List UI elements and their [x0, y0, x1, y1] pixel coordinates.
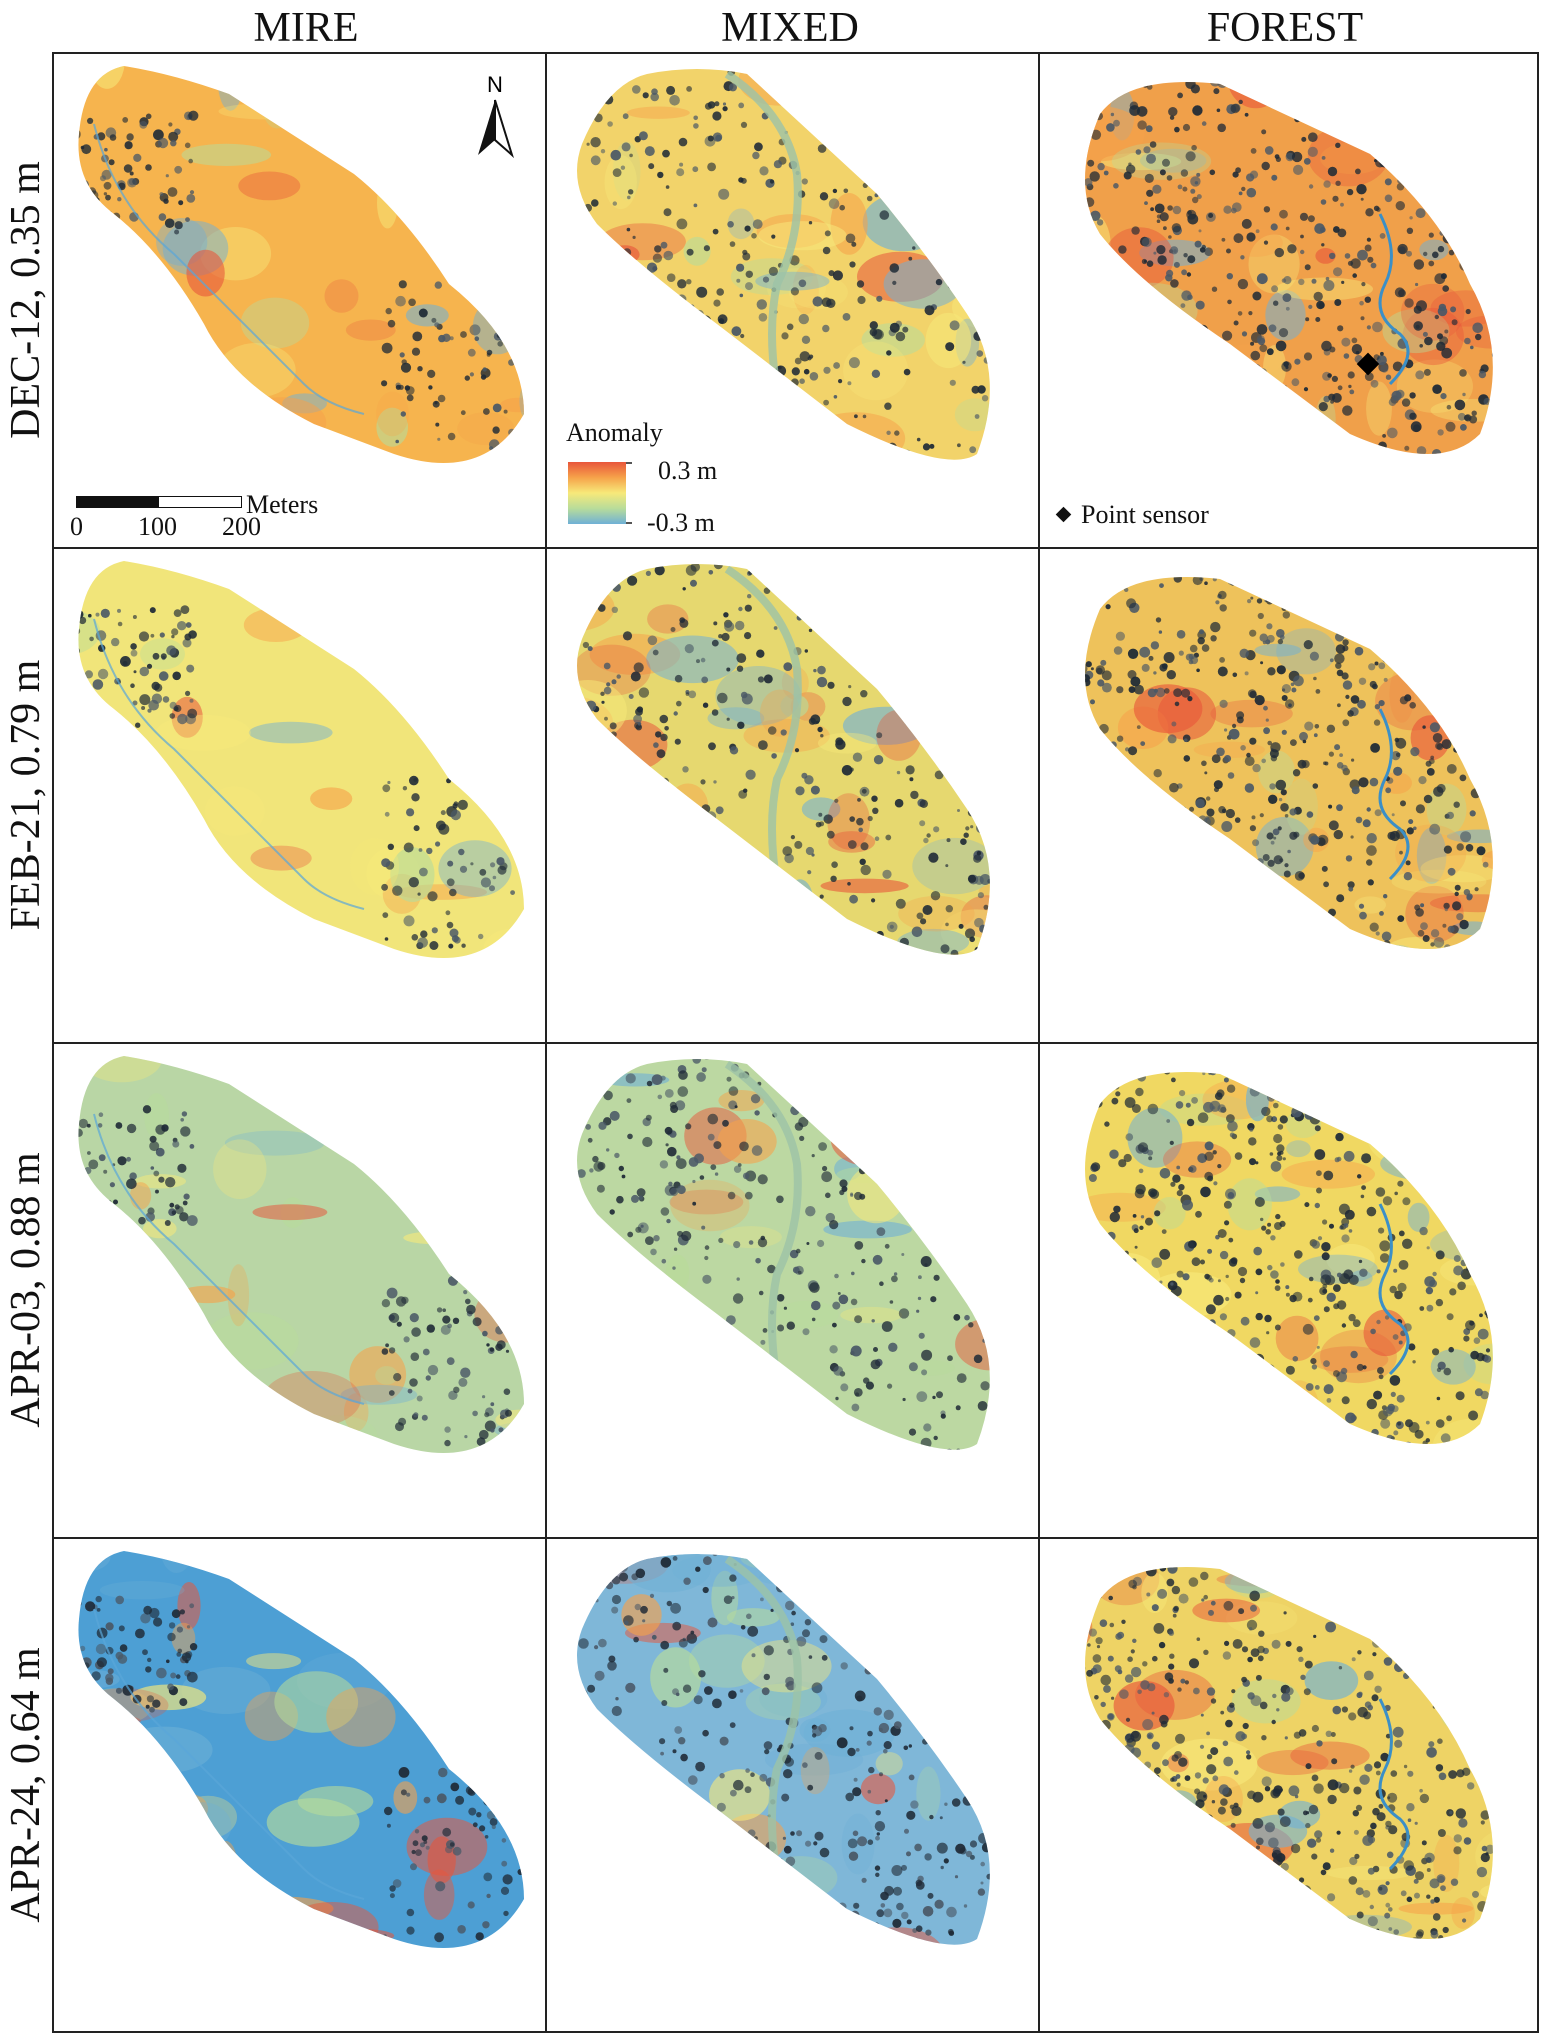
anomaly-map — [577, 1554, 990, 1945]
panel-grid — [52, 52, 1539, 2033]
row-label-apr-24: APR-24, 0.64 m — [3, 1646, 49, 1923]
point-sensor-legend: Point sensor — [1055, 500, 1209, 530]
legend-title: Anomaly — [566, 418, 663, 447]
column-title-mixed: MIXED — [721, 5, 859, 51]
row-label-feb-21: FEB-21, 0.79 m — [3, 659, 49, 930]
map-panel-forest-2 — [1040, 549, 1529, 1040]
scale-bar-unit: Meters — [246, 490, 319, 519]
scale-bar-tick-100: 100 — [138, 512, 177, 541]
anomaly-map — [78, 561, 524, 958]
map-panel-mixed-3 — [547, 1044, 1036, 1535]
anomaly-map — [577, 564, 990, 955]
anomaly-map — [577, 69, 990, 460]
column-title-mire: MIRE — [253, 5, 359, 51]
map-panel-mire-3 — [54, 1044, 543, 1535]
map-panel-forest-3 — [1040, 1044, 1529, 1535]
anomaly-map — [1085, 577, 1493, 949]
anomaly-legend: Anomaly 0.3 m -0.3 m — [562, 418, 762, 538]
legend-max-label: 0.3 m — [658, 456, 718, 485]
scale-bar-tick-0: 0 — [70, 512, 83, 541]
map-panel-mire-2 — [54, 549, 543, 1040]
row-label-apr-03: APR-03, 0.88 m — [3, 1151, 49, 1428]
grid-divider — [54, 547, 1537, 549]
scale-bar-black-segment — [76, 496, 160, 508]
scale-bar-white-segment — [158, 496, 242, 508]
anomaly-map — [1085, 1567, 1493, 1939]
legend-color-ramp — [568, 462, 626, 524]
column-title-forest: FOREST — [1206, 5, 1364, 51]
anomaly-map — [577, 1059, 990, 1450]
north-arrow-icon: N — [478, 72, 515, 159]
legend-tick — [626, 462, 632, 464]
map-panel-forest-1 — [1040, 54, 1529, 545]
scale-bar: Meters 0 100 200 — [70, 490, 372, 553]
point-sensor-label: Point sensor — [1081, 500, 1209, 529]
legend-min-label: -0.3 m — [647, 508, 715, 537]
map-panel-mixed-2 — [547, 549, 1036, 1040]
point-sensor-marker — [1356, 352, 1380, 376]
scale-bar-tick-200: 200 — [222, 512, 261, 541]
anomaly-map — [1085, 82, 1493, 454]
grid-divider — [54, 1042, 1537, 1044]
grid-divider — [54, 1537, 1537, 1539]
point-sensor-marker-icon — [1055, 506, 1072, 523]
north-label: N — [487, 72, 503, 97]
anomaly-map — [78, 1056, 524, 1453]
map-panel-mixed-1 — [547, 54, 1036, 545]
anomaly-map — [78, 66, 524, 463]
row-label-dec-12: DEC-12, 0.35 m — [3, 160, 49, 439]
map-panel-mire-1 — [54, 54, 543, 545]
legend-tick — [626, 522, 632, 524]
anomaly-map — [78, 1551, 524, 1948]
map-panel-mire-4 — [54, 1539, 543, 2030]
anomaly-map — [1085, 1072, 1493, 1444]
map-panel-forest-4 — [1040, 1539, 1529, 2030]
map-panel-mixed-4 — [547, 1539, 1036, 2030]
